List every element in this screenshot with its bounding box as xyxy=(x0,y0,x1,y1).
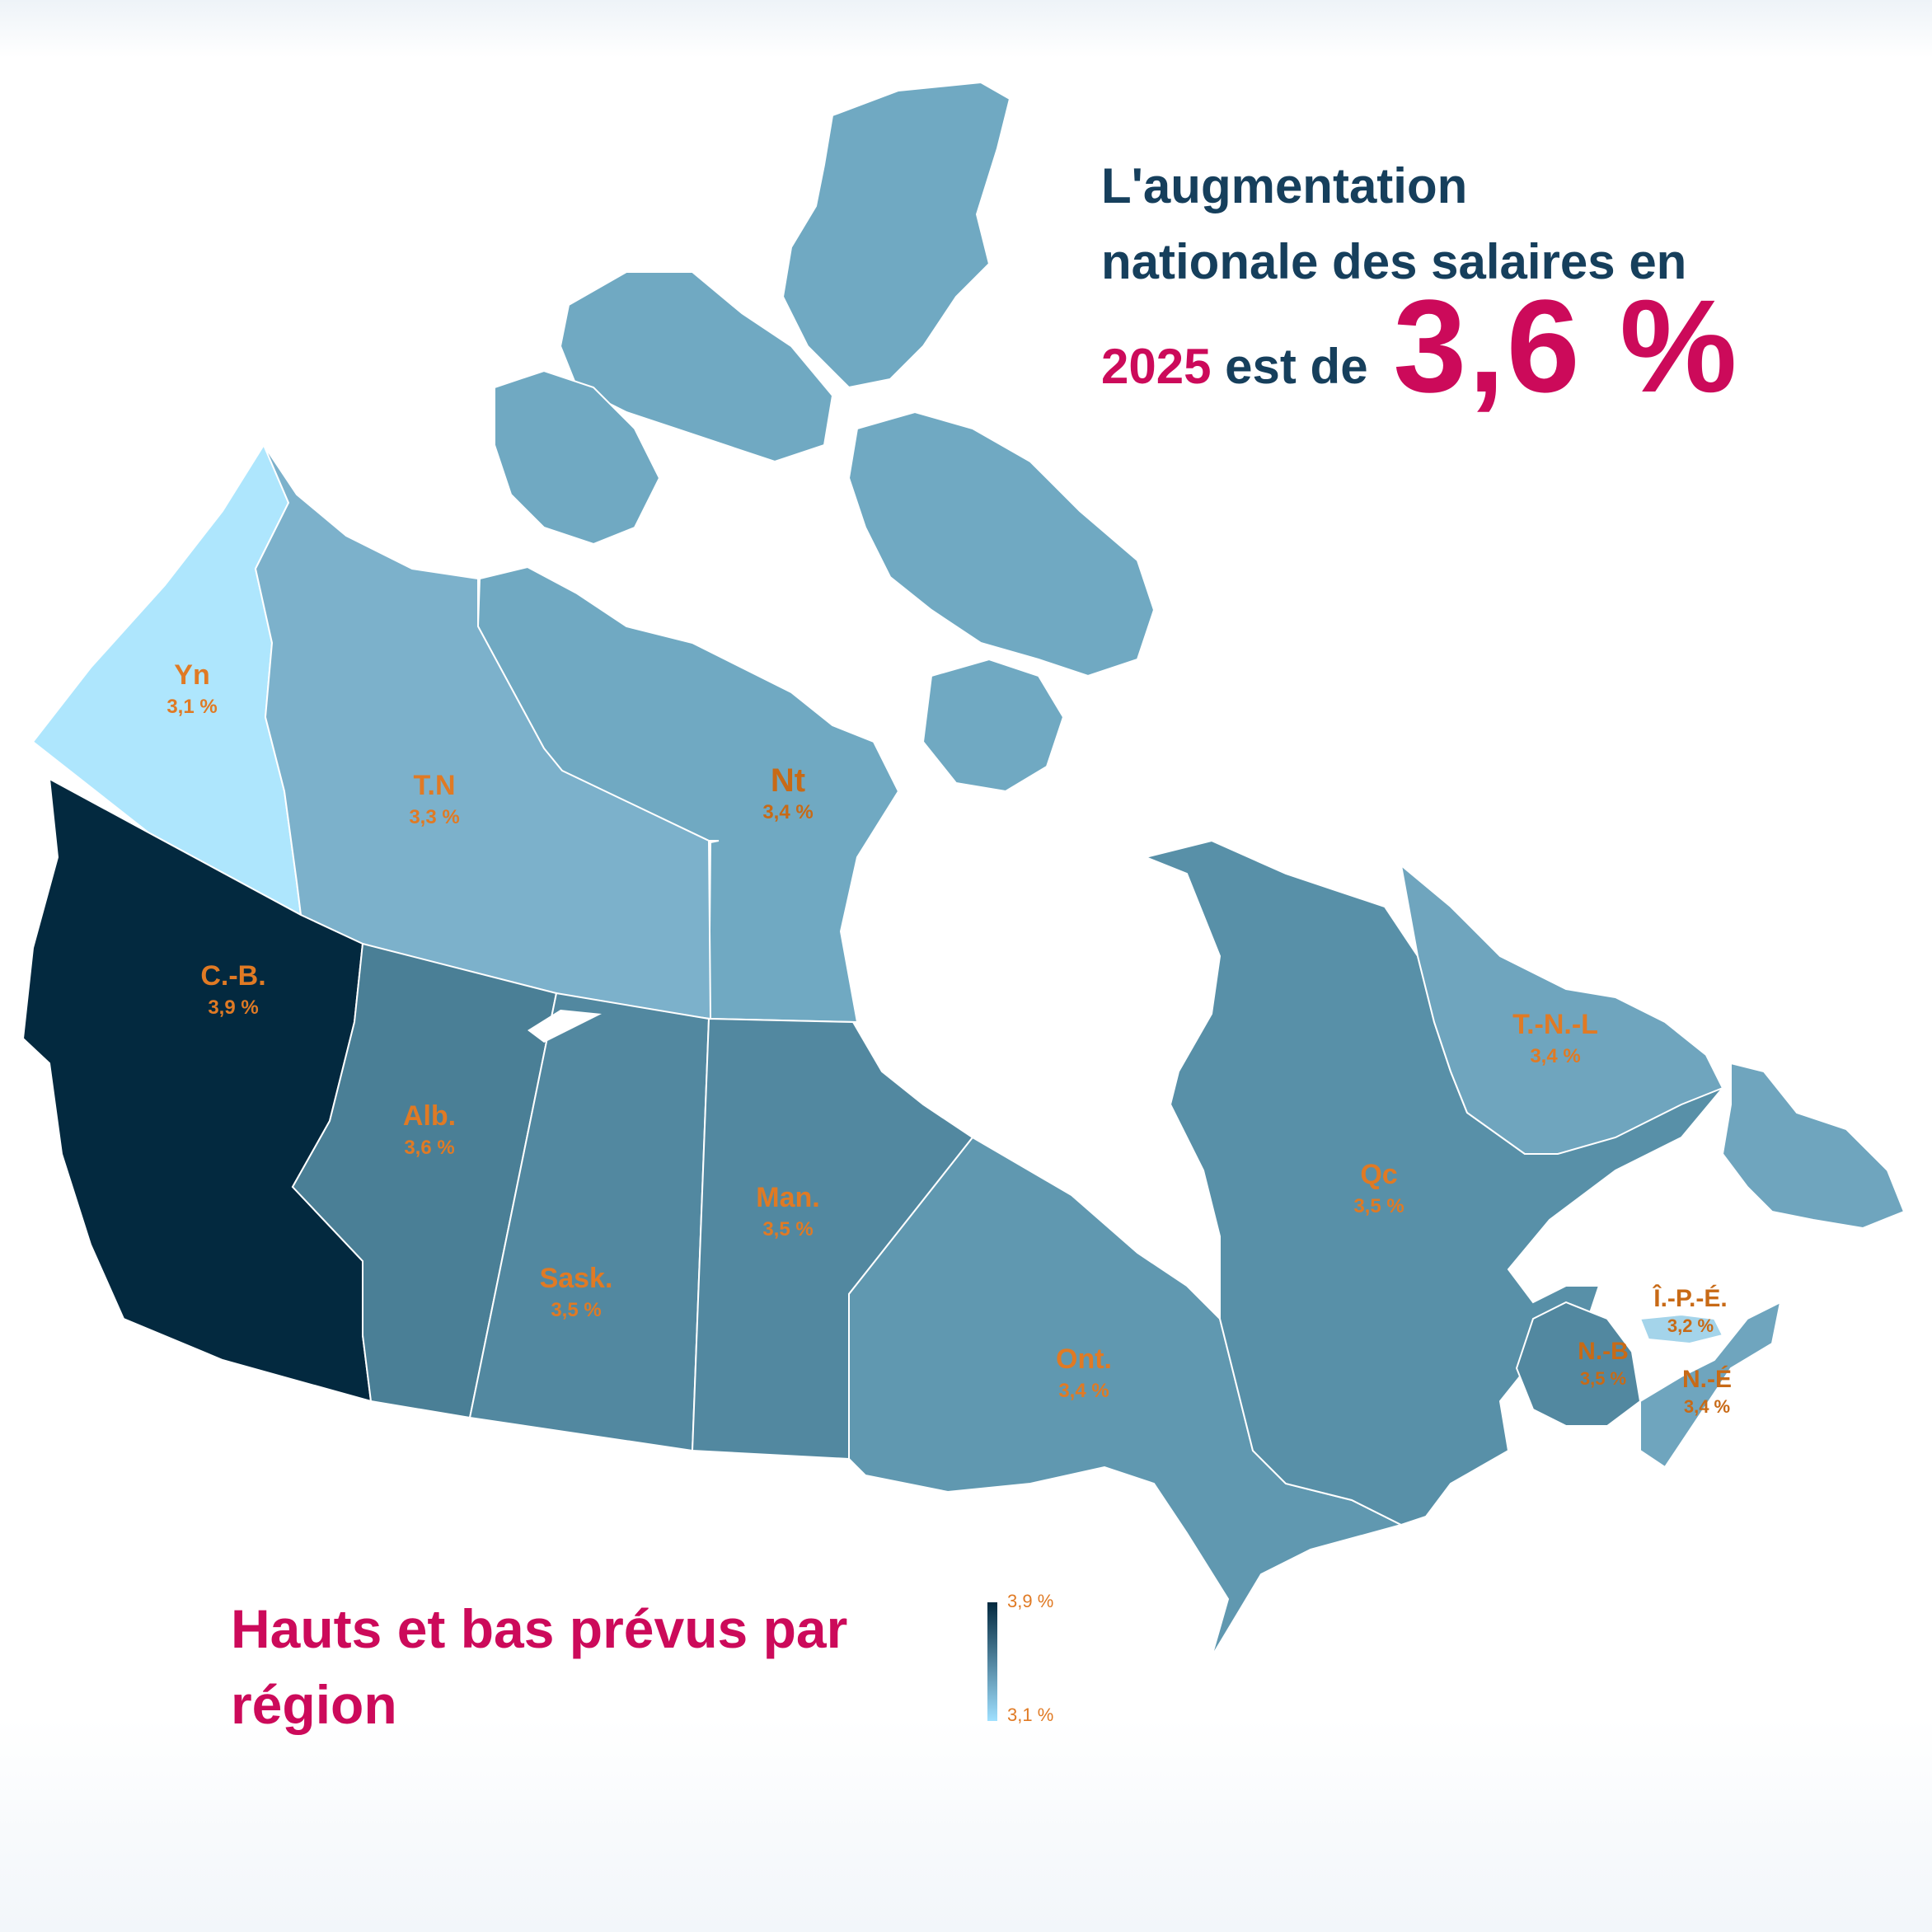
region-label-prince-edward-island: Î.-P.-É. 3,2 % xyxy=(1600,1284,1781,1339)
region-shape-newfoundland-island xyxy=(1721,1062,1906,1230)
region-label-saskatchewan: Sask. 3,5 % xyxy=(485,1261,667,1325)
region-label-ontario: Ont. 3,4 % xyxy=(993,1342,1175,1406)
region-abbr: N.-B xyxy=(1578,1338,1629,1365)
region-shape-nunavut-island xyxy=(781,81,1011,389)
region-abbr: Alb. xyxy=(402,1100,457,1132)
legend-min-label: 3,1 % xyxy=(1007,1705,1054,1725)
headline-line1: L'augmentation xyxy=(1101,158,1468,213)
region-value: 3,3 % xyxy=(409,806,460,828)
region-shape-nunavut-island xyxy=(921,658,1065,793)
region-value: 3,4 % xyxy=(762,801,814,823)
region-shape-nova-scotia xyxy=(1639,1301,1782,1469)
region-shape-new-brunswick xyxy=(1515,1301,1642,1427)
legend-max-label: 3,9 % xyxy=(1007,1591,1054,1611)
region-shape-prince-edward-island xyxy=(1639,1313,1724,1345)
region-value: 3,5 % xyxy=(1579,1368,1627,1389)
region-value: 3,5 % xyxy=(551,1299,602,1321)
region-label-yukon: Yn 3,1 % xyxy=(101,658,283,722)
region-label-nunavut: Nt 3,4 % xyxy=(697,763,879,828)
background-top-fade xyxy=(0,0,1932,58)
region-abbr: T.N xyxy=(413,770,456,801)
region-label-manitoba: Man. 3,5 % xyxy=(697,1180,879,1245)
region-value: 3,6 % xyxy=(404,1137,455,1159)
region-label-northwest-territories: T.N 3,3 % xyxy=(344,768,525,832)
region-abbr: Sask. xyxy=(539,1263,613,1294)
region-value: 3,4 % xyxy=(1058,1380,1109,1402)
region-label-newfoundland-labrador: T.-N.-L 3,4 % xyxy=(1465,1007,1646,1072)
region-abbr: Qc xyxy=(1360,1159,1398,1190)
headline: L'augmentation nationale des salaires en… xyxy=(1101,148,1843,412)
region-shape-ontario xyxy=(848,1136,1404,1658)
region-abbr: N.-É xyxy=(1682,1366,1732,1393)
region-label-alberta: Alb. 3,6 % xyxy=(339,1099,520,1163)
region-label-nova-scotia: N.-É 3,4 % xyxy=(1616,1365,1798,1419)
legend-color-scale xyxy=(987,1602,997,1721)
region-shape-nunavut-island xyxy=(847,410,1156,678)
map-subtitle: Hauts et bas prévus par région xyxy=(231,1598,848,1735)
region-label-new-brunswick: N.-B 3,5 % xyxy=(1512,1337,1694,1391)
region-abbr: Man. xyxy=(756,1182,820,1213)
region-abbr: Î.-P.-É. xyxy=(1653,1285,1728,1312)
headline-connector: est de xyxy=(1225,339,1368,394)
region-abbr: C.-B. xyxy=(200,960,266,992)
region-label-british-columbia: C.-B. 3,9 % xyxy=(143,959,324,1023)
region-shape-newfoundland-labrador xyxy=(1400,863,1724,1155)
region-value: 3,4 % xyxy=(1530,1045,1581,1067)
region-abbr: Yn xyxy=(174,659,210,691)
region-abbr: Nt xyxy=(770,762,806,799)
region-value: 3,5 % xyxy=(762,1218,814,1240)
headline-line3: 2025 est de 3,6 % xyxy=(1101,280,1843,412)
headline-year: 2025 xyxy=(1101,339,1212,394)
region-label-quebec: Qc 3,5 % xyxy=(1288,1157,1470,1222)
region-value: 3,5 % xyxy=(1353,1195,1404,1217)
headline-line2: nationale des salaires en xyxy=(1101,234,1687,289)
region-value: 3,9 % xyxy=(208,996,259,1019)
region-abbr: Ont. xyxy=(1056,1343,1112,1375)
lake-water xyxy=(528,1010,602,1043)
hudson-bay-water xyxy=(857,857,1220,1269)
background-bottom-fade xyxy=(0,1718,1932,1932)
region-value: 3,4 % xyxy=(1683,1396,1731,1417)
region-value: 3,1 % xyxy=(166,696,218,718)
region-value: 3,2 % xyxy=(1667,1315,1714,1336)
headline-national-value: 3,6 % xyxy=(1393,272,1739,420)
region-shape-nunavut-island xyxy=(494,369,661,546)
region-abbr: T.-N.-L xyxy=(1512,1009,1598,1040)
